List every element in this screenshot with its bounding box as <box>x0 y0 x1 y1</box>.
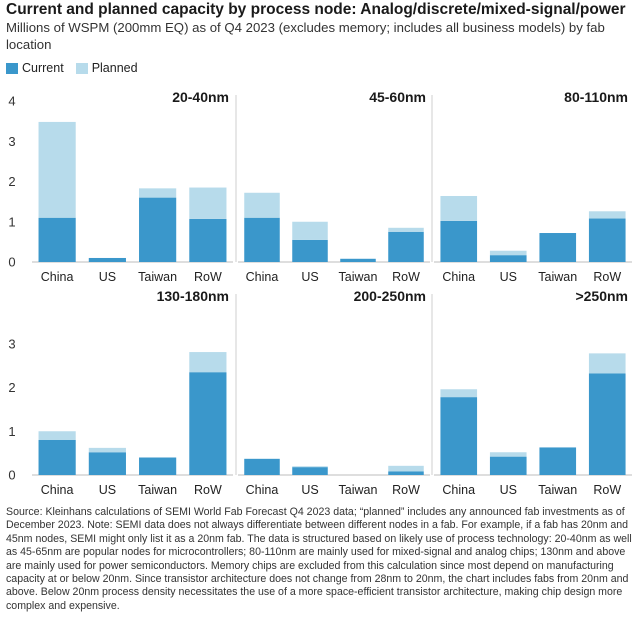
bar-current-45-60nm-china <box>244 217 280 262</box>
panel-title-20-40nm: 20-40nm <box>172 89 229 105</box>
legend-label-planned: Planned <box>91 61 138 75</box>
x-tick-label-45-60nm-taiwan: Taiwan <box>339 270 378 284</box>
panel-title-130-180nm: 130-180nm <box>157 288 229 304</box>
x-tick-label-45-60nm-china: China <box>246 270 279 284</box>
bar-current-45-60nm-row <box>388 231 424 262</box>
panel-title-80-110nm: 80-110nm <box>564 89 628 105</box>
bar-planned-80-110nm-row <box>588 211 626 219</box>
legend-item-planned: Planned <box>75 61 138 75</box>
x-tick-label-130-180nm-us: US <box>99 483 116 497</box>
bar-current-80-110nm-china <box>440 220 478 262</box>
chart-subtitle: Millions of WSPM (200mm EQ) as of Q4 202… <box>6 20 605 52</box>
x-tick-label-200-250nm-us: US <box>301 483 318 497</box>
bar-current-200-250nm-us <box>292 467 328 475</box>
bar-current-45-60nm-taiwan <box>340 258 376 262</box>
bar-planned-45-60nm-china <box>244 192 280 218</box>
y-tick-label-130-180nm: 1 <box>8 424 15 439</box>
bar-current-130-180nm-taiwan <box>139 457 177 475</box>
legend-label-current: Current <box>22 61 64 75</box>
y-tick-label-20-40nm: 2 <box>8 174 15 189</box>
bar-current-250nm-us <box>489 456 527 475</box>
panel-title-250nm: >250nm <box>575 288 628 304</box>
panel-title-200-250nm: 200-250nm <box>354 288 426 304</box>
chart-title: Current and planned capacity by process … <box>6 1 626 18</box>
x-tick-label-250nm-row: RoW <box>593 483 621 497</box>
x-tick-label-80-110nm-taiwan: Taiwan <box>538 270 577 284</box>
bar-planned-250nm-china <box>440 389 478 398</box>
y-tick-label-20-40nm: 0 <box>8 255 15 270</box>
bar-current-130-180nm-us <box>88 452 126 475</box>
x-tick-label-80-110nm-us: US <box>500 270 517 284</box>
bar-planned-20-40nm-china <box>38 121 76 218</box>
x-tick-label-20-40nm-us: US <box>99 270 116 284</box>
bar-planned-45-60nm-us <box>292 221 328 240</box>
y-tick-label-130-180nm: 3 <box>8 336 15 351</box>
bar-current-130-180nm-row <box>189 372 227 475</box>
bar-planned-200-250nm-us <box>292 466 328 468</box>
x-tick-label-130-180nm-china: China <box>41 483 74 497</box>
x-tick-label-200-250nm-row: RoW <box>392 483 420 497</box>
x-tick-label-20-40nm-taiwan: Taiwan <box>138 270 177 284</box>
x-tick-label-200-250nm-taiwan: Taiwan <box>339 483 378 497</box>
bar-planned-250nm-row <box>588 353 626 374</box>
bar-current-20-40nm-taiwan <box>139 197 177 262</box>
x-tick-label-45-60nm-us: US <box>301 270 318 284</box>
legend-item-current: Current <box>6 61 64 75</box>
bar-planned-200-250nm-row <box>388 465 424 472</box>
x-tick-label-250nm-china: China <box>442 483 475 497</box>
bar-planned-130-180nm-china <box>38 431 76 440</box>
small-multiples-chart: 0 1 2 3 4 20-40nm China US Taiwan RoW 45-60nm China… <box>8 89 632 497</box>
bar-current-20-40nm-us <box>88 257 126 262</box>
x-tick-label-80-110nm-row: RoW <box>593 270 621 284</box>
legend-swatch-current <box>6 62 18 74</box>
y-tick-label-20-40nm: 1 <box>8 214 15 229</box>
source-note: Source: Kleinhans calculations of SEMI W… <box>6 506 632 612</box>
legend-swatch-planned <box>75 62 88 74</box>
x-tick-label-45-60nm-row: RoW <box>392 270 420 284</box>
bar-current-80-110nm-taiwan <box>539 233 577 262</box>
bar-current-200-250nm-china <box>244 458 280 475</box>
bar-current-250nm-row <box>588 373 626 475</box>
bar-current-250nm-china <box>440 397 478 475</box>
x-tick-label-20-40nm-china: China <box>41 270 74 284</box>
bar-planned-130-180nm-row <box>189 352 227 373</box>
bar-planned-80-110nm-china <box>440 195 478 221</box>
x-tick-label-20-40nm-row: RoW <box>194 270 222 284</box>
bar-current-20-40nm-row <box>189 218 227 262</box>
x-tick-label-250nm-taiwan: Taiwan <box>538 483 577 497</box>
bar-current-80-110nm-row <box>588 218 626 262</box>
bar-planned-130-180nm-us <box>88 447 126 453</box>
legend: Current Planned <box>6 61 138 75</box>
x-tick-label-200-250nm-china: China <box>246 483 279 497</box>
x-tick-label-130-180nm-taiwan: Taiwan <box>138 483 177 497</box>
x-tick-label-250nm-us: US <box>500 483 517 497</box>
bar-planned-20-40nm-row <box>189 187 227 219</box>
bar-current-20-40nm-china <box>38 217 76 262</box>
y-tick-label-130-180nm: 0 <box>8 468 15 483</box>
bar-current-80-110nm-us <box>489 255 527 262</box>
panel-title-45-60nm: 45-60nm <box>369 89 426 105</box>
y-tick-label-20-40nm: 4 <box>8 94 15 109</box>
y-tick-label-130-180nm: 2 <box>8 380 15 395</box>
x-tick-label-80-110nm-china: China <box>442 270 475 284</box>
bar-current-250nm-taiwan <box>539 447 577 475</box>
bar-current-130-180nm-china <box>38 440 76 475</box>
bar-planned-45-60nm-row <box>388 227 424 232</box>
y-tick-label-20-40nm: 3 <box>8 134 15 149</box>
bar-planned-20-40nm-taiwan <box>139 188 177 198</box>
bar-current-200-250nm-row <box>388 471 424 475</box>
x-tick-label-130-180nm-row: RoW <box>194 483 222 497</box>
bar-planned-80-110nm-us <box>489 250 527 256</box>
bar-planned-250nm-us <box>489 452 527 457</box>
bar-current-45-60nm-us <box>292 239 328 262</box>
